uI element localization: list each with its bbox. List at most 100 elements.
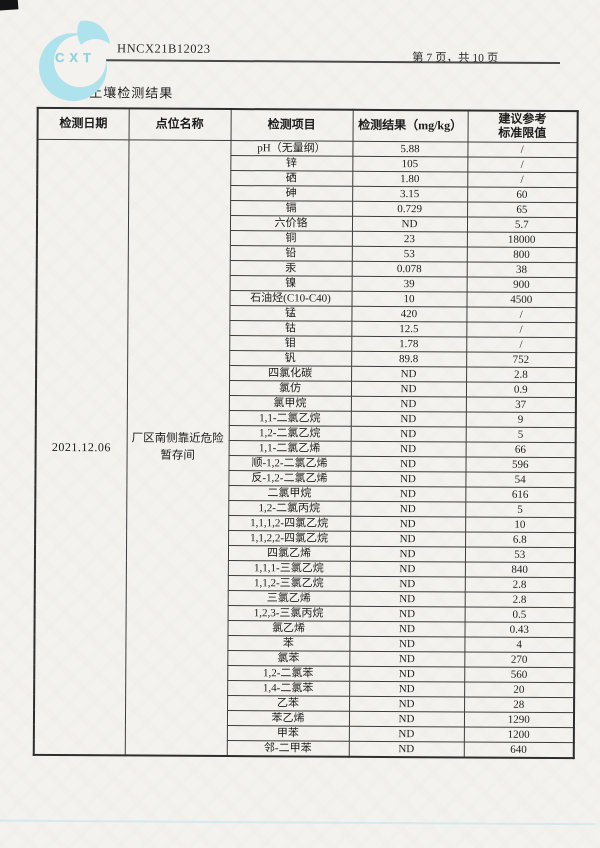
result-cell: ND (348, 726, 464, 742)
result-cell: ND (349, 561, 465, 577)
limit-cell: 54 (465, 471, 576, 488)
item-cell: 氯甲烷 (228, 395, 351, 412)
result-cell: 10 (351, 291, 467, 307)
result-cell: ND (349, 666, 465, 682)
item-cell: 镉 (230, 200, 353, 217)
item-cell: 1,1,1,2-四氯乙烷 (228, 515, 351, 532)
item-cell: 硒 (230, 170, 353, 187)
limit-cell: 37 (465, 396, 576, 413)
result-cell: ND (350, 516, 466, 532)
scan-bottom-line (0, 819, 596, 826)
limit-cell: 2.8 (466, 366, 577, 383)
item-cell: 二氯甲烷 (228, 485, 351, 502)
result-cell: 420 (351, 306, 467, 322)
header-location: 点位名称 (128, 108, 231, 141)
logo-text: CXT (54, 49, 97, 66)
limit-cell: 4 (464, 636, 575, 653)
item-cell: 反-1,2-二氯乙烯 (228, 470, 351, 487)
item-cell: 1,1,2-三氯乙烷 (227, 575, 350, 592)
soil-results-table: 检测日期 点位名称 检测项目 检测结果（mg/kg） 建议参考 标准限值 2021… (32, 106, 579, 760)
limit-cell: / (466, 306, 577, 323)
item-cell: 锌 (230, 155, 353, 172)
item-cell: 铜 (229, 230, 352, 247)
result-cell: ND (351, 366, 467, 382)
header-result: 检测结果（mg/kg） (352, 109, 468, 142)
item-cell: pH（无量纲） (230, 140, 353, 157)
item-cell: 1,1-二氯乙烷 (228, 410, 351, 427)
item-cell: 三氯乙烯 (227, 590, 350, 607)
logo-swirl-icon (38, 20, 111, 102)
item-cell: 1,1,1-三氯乙烷 (227, 560, 350, 577)
result-cell: 0.078 (351, 261, 467, 277)
limit-cell: 60 (467, 186, 578, 203)
item-cell: 镍 (229, 275, 352, 292)
result-cell: 23 (351, 231, 467, 247)
item-cell: 铅 (229, 245, 352, 262)
result-cell: 89.8 (351, 351, 467, 367)
result-cell: 1.80 (352, 171, 468, 187)
result-cell: ND (349, 636, 465, 652)
limit-cell: 900 (466, 276, 577, 293)
limit-cell: 0.43 (464, 621, 575, 638)
item-cell: 砷 (230, 185, 353, 202)
limit-cell: 9 (465, 411, 576, 428)
item-cell: 汞 (229, 260, 352, 277)
limit-cell: / (467, 171, 578, 188)
item-cell: 1,2-二氯乙烷 (228, 425, 351, 442)
header-item: 检测项目 (230, 109, 353, 142)
item-cell: 顺-1,2-二氯乙烯 (228, 455, 351, 472)
result-cell: 53 (351, 246, 467, 262)
limit-cell: 752 (466, 351, 577, 368)
table-header-row: 检测日期 点位名称 检测项目 检测结果（mg/kg） 建议参考 标准限值 (37, 107, 578, 143)
results-tbody: 2021.12.06 厂区南侧靠近危险暂存间 pH（无量纲） 5.88/锌 105/硒 1… (33, 139, 578, 759)
limit-cell: 28 (464, 696, 575, 713)
limit-cell: 0.9 (465, 381, 577, 398)
item-cell: 六价铬 (229, 215, 353, 232)
item-cell: 钴 (229, 320, 352, 337)
limit-cell: 596 (465, 456, 576, 473)
limit-cell: 800 (466, 246, 577, 263)
item-cell: 苯乙烯 (226, 710, 350, 727)
result-cell: ND (349, 591, 465, 607)
item-cell: 甲苯 (226, 725, 349, 742)
result-cell: ND (348, 711, 465, 727)
limit-cell: 840 (464, 561, 575, 578)
header-limit: 建议参考 标准限值 (467, 110, 578, 143)
item-cell: 锰 (229, 305, 352, 322)
limit-cell: 270 (464, 651, 575, 668)
item-cell: 四氯化碳 (229, 365, 352, 382)
limit-cell: / (466, 321, 577, 338)
header-limit-line1: 建议参考 (498, 111, 547, 127)
item-cell: 1,1,2,2-四氯乙烷 (228, 530, 351, 547)
result-cell: ND (350, 396, 466, 412)
item-cell: 氯乙烯 (227, 620, 350, 637)
limit-cell: 20 (464, 681, 575, 698)
item-cell: 乙苯 (227, 695, 350, 712)
result-cell: ND (350, 471, 466, 487)
item-cell: 氯苯 (227, 650, 350, 667)
limit-cell: 616 (465, 486, 576, 503)
item-cell: 1,2-二氯苯 (227, 665, 350, 682)
table-row: 2021.12.06 厂区南侧靠近危险暂存间 pH（无量纲） 5.88/ (33, 139, 578, 757)
result-cell: ND (350, 426, 466, 442)
limit-cell: 38 (466, 261, 577, 278)
result-cell: ND (349, 576, 465, 592)
date-cell: 2021.12.06 (33, 139, 129, 756)
limit-cell: 560 (464, 666, 575, 683)
result-cell: 1.78 (351, 336, 467, 352)
result-cell: ND (349, 621, 465, 637)
result-cell: ND (350, 501, 466, 517)
item-cell: 氯仿 (228, 380, 352, 397)
result-cell: 105 (352, 156, 468, 172)
result-cell: ND (350, 411, 466, 427)
limit-cell: 65 (467, 201, 578, 218)
company-logo: CXT (38, 20, 113, 104)
limit-cell: 2.8 (464, 576, 575, 593)
limit-cell: 53 (464, 546, 576, 563)
limit-cell: 1290 (463, 711, 575, 728)
limit-cell: 4500 (466, 291, 577, 308)
limit-cell: / (467, 156, 578, 173)
header-date: 检测日期 (37, 107, 129, 140)
result-cell: ND (349, 606, 465, 622)
